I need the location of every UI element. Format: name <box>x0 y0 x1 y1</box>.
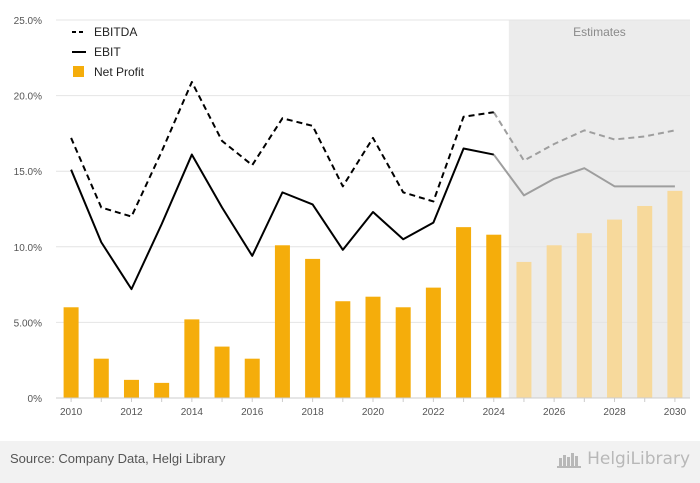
net-profit-bar <box>456 227 472 398</box>
legend-label-ebitda: EBITDA <box>94 25 137 39</box>
net-profit-bar <box>214 346 230 398</box>
y-tick-label: 20.0% <box>14 92 42 103</box>
ebitda-line <box>70 80 494 218</box>
net-profit-bar <box>93 358 109 398</box>
net-profit-bar <box>305 258 321 398</box>
x-tick-label: 2020 <box>362 407 385 418</box>
x-tick-label: 2022 <box>422 407 445 418</box>
x-tick-label: 2024 <box>483 407 506 418</box>
library-logo-icon <box>557 450 583 468</box>
net-profit-bar <box>637 205 653 398</box>
y-tick-label: 15.0% <box>14 167 42 178</box>
net-profit-bar <box>607 219 623 398</box>
net-profit-bar <box>395 307 411 398</box>
net-profit-bar <box>244 358 260 398</box>
net-profit-bar <box>335 301 351 398</box>
net-profit-bar <box>516 261 532 398</box>
estimates-label: Estimates <box>573 25 626 39</box>
net-profit-bar <box>425 287 441 398</box>
legend-label-net-profit: Net Profit <box>94 65 145 79</box>
y-tick-label: 0% <box>28 394 43 405</box>
estimates-band <box>508 20 690 398</box>
net-profit-bar <box>184 319 200 398</box>
net-profit-bar <box>576 233 592 398</box>
x-tick-label: 2018 <box>301 407 324 418</box>
net-profit-bar <box>63 307 79 398</box>
ebitda-line-estimate <box>492 111 676 162</box>
x-tick-label: 2030 <box>664 407 687 418</box>
x-tick-label: 2016 <box>241 407 264 418</box>
brand-name: HelgiLibrary <box>587 449 690 469</box>
ebit-line-estimate <box>492 153 675 197</box>
net-profit-bar <box>274 245 290 398</box>
brand-logo: HelgiLibrary <box>557 449 690 469</box>
x-tick-label: 2012 <box>120 407 143 418</box>
x-tick-label: 2010 <box>60 407 83 418</box>
chart: Estimates 0% 5.00% 10.0% 15.0% 20.0% 25.0% 201… <box>14 16 690 418</box>
ebit-line <box>70 147 494 291</box>
source-note: Source: Company Data, Helgi Library <box>10 451 226 466</box>
net-profit-bar <box>546 245 562 398</box>
y-tick-label: 10.0% <box>14 243 42 254</box>
net-profit-bar <box>365 296 381 398</box>
x-tick-label: 2014 <box>181 407 204 418</box>
y-tick-label: 5.00% <box>14 318 42 329</box>
net-profit-bar <box>154 382 170 398</box>
net-profit-bar <box>486 234 502 398</box>
x-tick-label: 2028 <box>603 407 626 418</box>
net-profit-bar <box>123 379 139 398</box>
y-tick-label: 25.0% <box>14 16 42 27</box>
legend-swatch-net-profit <box>73 66 84 77</box>
net-profit-bar <box>667 190 683 398</box>
legend-label-ebit: EBIT <box>94 45 121 59</box>
footer <box>0 441 700 483</box>
x-tick-label: 2026 <box>543 407 566 418</box>
